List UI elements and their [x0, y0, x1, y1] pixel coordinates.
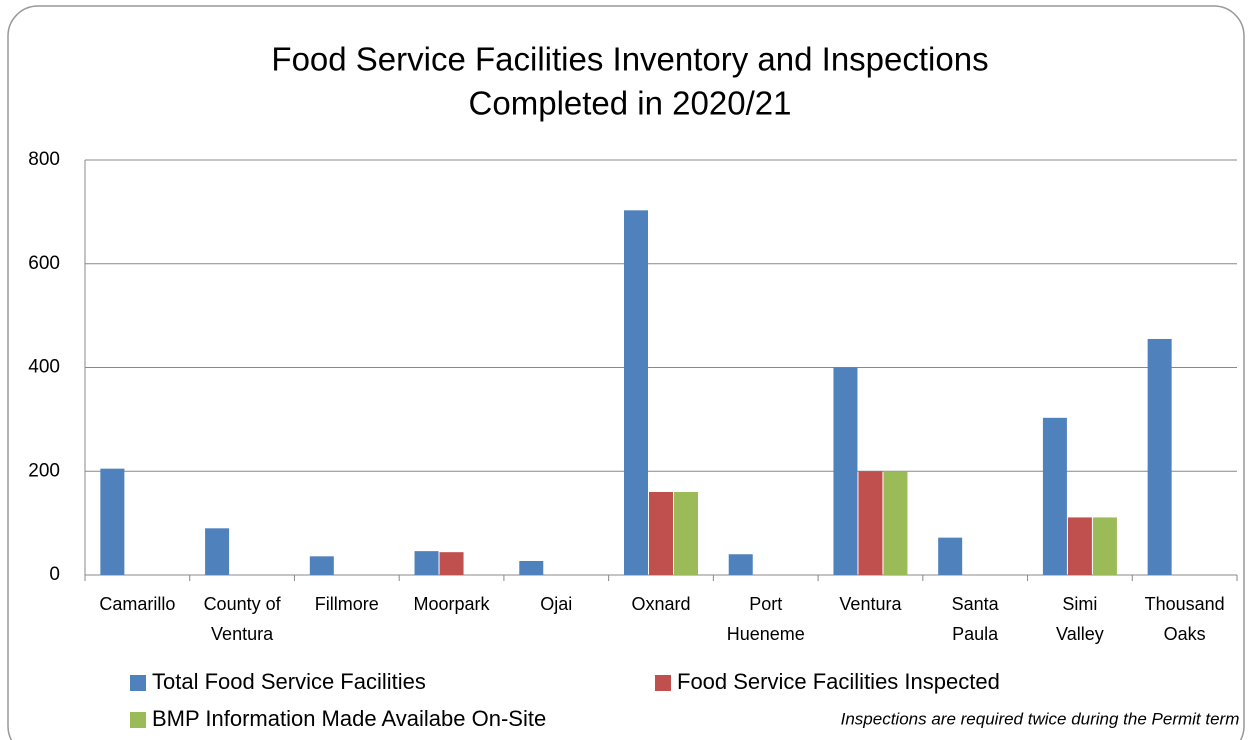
bar	[309, 556, 334, 575]
y-tick-label: 800	[28, 149, 60, 170]
x-tick-label: Ventura	[839, 594, 902, 614]
x-tick-label: Thousand Oaks	[1145, 594, 1225, 644]
bar	[858, 471, 883, 575]
chart-subtitle: Completed in 2020/21	[469, 85, 792, 122]
y-tick-label: 0	[49, 564, 60, 585]
x-tick-label: Oxnard	[631, 594, 690, 614]
bar	[1042, 417, 1067, 575]
bar	[439, 552, 464, 575]
bar	[624, 210, 648, 575]
y-tick-label: 200	[28, 460, 60, 481]
bar	[728, 554, 753, 575]
bar	[883, 471, 908, 575]
x-tick-label: County of Ventura	[204, 594, 282, 644]
legend-label: BMP Information Made Availabe On-Site	[152, 706, 546, 731]
chart-title: Food Service Facilities Inventory and In…	[271, 41, 988, 78]
bar	[1067, 517, 1092, 575]
bar	[1092, 517, 1117, 575]
legend-label: Total Food Service Facilities	[152, 669, 426, 694]
bar	[205, 528, 230, 575]
x-tick-label: Camarillo	[99, 594, 175, 614]
y-tick-label: 600	[28, 253, 60, 274]
note: Inspections are required twice during th…	[841, 709, 1240, 728]
bar	[674, 492, 698, 575]
x-tick-label: Moorpark	[414, 594, 491, 614]
bar	[833, 367, 858, 575]
bar	[1147, 338, 1172, 575]
bar	[414, 551, 439, 575]
x-tick-label: Santa Paula	[952, 594, 1000, 644]
bar	[519, 560, 544, 575]
bar	[938, 537, 963, 575]
x-tick-label: Ojai	[540, 594, 572, 614]
legend-swatch	[130, 675, 146, 691]
x-tick-label: Port Hueneme	[727, 594, 805, 644]
x-tick-label: Simi Valley	[1056, 594, 1104, 644]
bar	[649, 492, 673, 575]
legend-swatch	[655, 675, 671, 691]
bar	[100, 468, 125, 575]
x-tick-label: Fillmore	[315, 594, 379, 614]
legend-label: Food Service Facilities Inspected	[677, 669, 1000, 694]
y-tick-label: 400	[28, 357, 60, 378]
legend-swatch	[130, 712, 146, 728]
